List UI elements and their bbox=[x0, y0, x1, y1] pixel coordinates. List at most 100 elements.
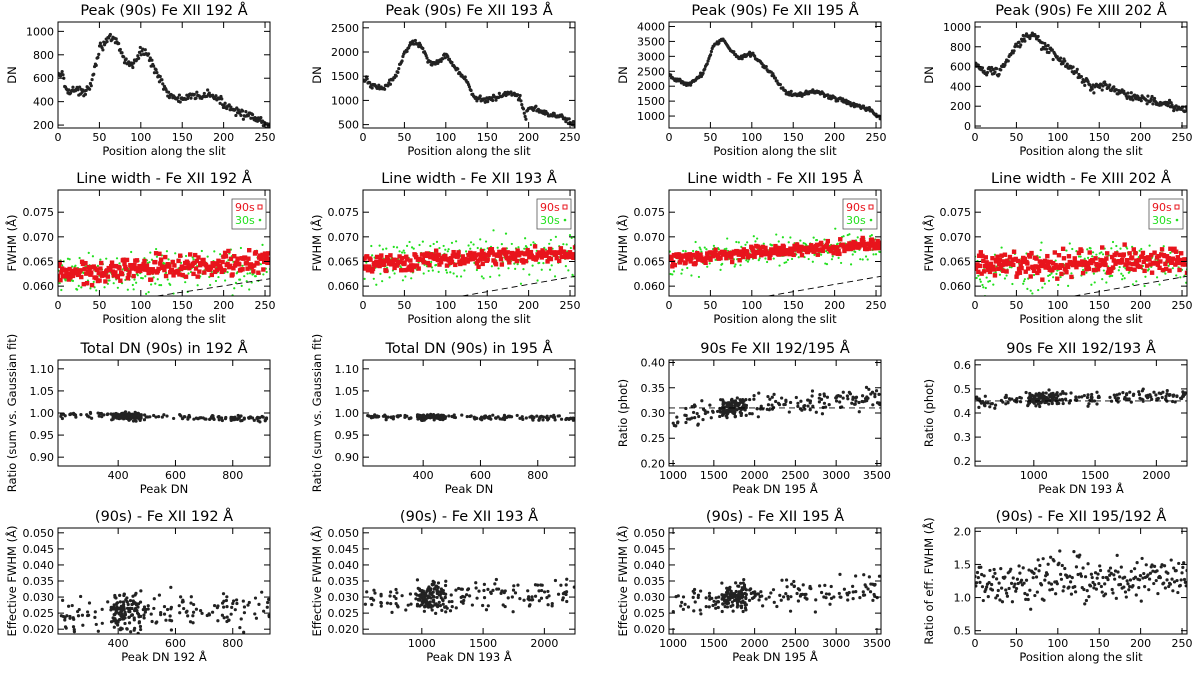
x-axis-label: Peak DN 193 Å bbox=[426, 649, 512, 664]
data-point-peak bbox=[411, 39, 415, 43]
data-point-eff bbox=[72, 617, 76, 621]
data-point-ratio bbox=[181, 416, 185, 420]
data-point-90s bbox=[988, 261, 993, 267]
data-point-90s bbox=[455, 254, 460, 259]
data-point-eff bbox=[136, 631, 140, 634]
data-point-30s bbox=[1056, 269, 1059, 272]
data-point-ratio bbox=[433, 416, 437, 420]
x-tick-label: 250 bbox=[1172, 131, 1193, 144]
data-point-90s bbox=[264, 255, 269, 260]
x-tick-label: 200 bbox=[518, 131, 539, 144]
data-point-ratio bbox=[690, 404, 694, 409]
data-point-30s bbox=[1057, 283, 1060, 287]
x-axis-label: Peak DN 192 Å bbox=[121, 649, 207, 664]
data-point-peak bbox=[522, 111, 526, 115]
data-point-peak bbox=[976, 63, 980, 67]
data-point-30s bbox=[523, 247, 526, 250]
data-point-peak bbox=[1006, 59, 1010, 63]
x-tick-label: 100 bbox=[130, 131, 151, 144]
data-point-ratio bbox=[515, 413, 519, 418]
data-point-30s bbox=[365, 261, 368, 264]
data-point-90s bbox=[449, 259, 455, 265]
x-tick-label: 400 bbox=[108, 637, 129, 650]
data-point-eff bbox=[527, 598, 531, 602]
data-point-30s bbox=[757, 259, 760, 262]
data-point-peak bbox=[1092, 91, 1096, 95]
data-point-peak bbox=[1151, 102, 1155, 106]
data-point-eff bbox=[257, 602, 261, 606]
data-point-90s bbox=[997, 258, 1003, 263]
data-point-90s bbox=[382, 258, 387, 264]
data-point-90s bbox=[688, 259, 693, 264]
data-point-peak bbox=[421, 46, 425, 51]
data-point-90s bbox=[444, 263, 450, 268]
data-point-ratio bbox=[752, 393, 756, 398]
data-point-90s bbox=[831, 250, 836, 256]
data-point-ratio bbox=[733, 403, 737, 408]
data-point-peak bbox=[469, 88, 473, 93]
data-point-30s bbox=[444, 248, 447, 251]
data-point-90s bbox=[477, 252, 482, 257]
data-point-90s bbox=[679, 256, 684, 262]
data-point-90s bbox=[1169, 260, 1175, 265]
data-point-peak bbox=[368, 80, 372, 85]
data-point-30s bbox=[998, 273, 1002, 276]
data-point-30s bbox=[697, 275, 701, 279]
data-point-ratio bbox=[873, 395, 877, 399]
data-point-peak bbox=[1079, 74, 1084, 79]
data-point-ratio bbox=[1165, 392, 1169, 396]
data-point-90s bbox=[521, 260, 526, 265]
data-point-ratio bbox=[864, 385, 869, 389]
data-point-30s bbox=[1179, 276, 1182, 279]
data-point-90s bbox=[232, 254, 237, 259]
data-point-ratio bbox=[851, 395, 855, 399]
data-point-90s bbox=[1173, 249, 1179, 254]
data-point-ratio bbox=[551, 415, 555, 419]
data-point-eff bbox=[226, 618, 231, 622]
data-point-30s bbox=[378, 244, 381, 247]
data-point-peak bbox=[1019, 43, 1023, 47]
data-point-90s bbox=[814, 242, 820, 248]
data-point-ratio bbox=[450, 414, 454, 419]
data-point-ratio bbox=[231, 415, 235, 420]
data-point-90s bbox=[476, 264, 481, 269]
data-point-ratio bbox=[1095, 390, 1099, 394]
data-point-30s bbox=[463, 269, 466, 272]
data-point-peak bbox=[989, 69, 993, 73]
data-point-ratio bbox=[810, 394, 814, 398]
data-point-eff bbox=[130, 606, 134, 611]
data-point-ratio bbox=[152, 413, 156, 418]
data-point-90s bbox=[1178, 251, 1184, 256]
data-point-30s bbox=[469, 241, 473, 244]
x-axis-label: Peak DN 193 Å bbox=[1038, 481, 1124, 496]
data-point-eff bbox=[530, 595, 534, 599]
data-point-30s bbox=[528, 273, 531, 276]
data-point-30s bbox=[1100, 251, 1103, 254]
data-point-eff bbox=[495, 587, 499, 591]
data-point-eff bbox=[242, 611, 247, 615]
data-point-90s bbox=[144, 263, 150, 268]
data-point-eff bbox=[113, 595, 117, 599]
data-point-90s bbox=[67, 266, 72, 272]
data-point-90s bbox=[776, 252, 781, 257]
data-point-30s bbox=[248, 288, 251, 291]
data-point-90s bbox=[377, 263, 382, 269]
data-point-30s bbox=[452, 272, 455, 275]
data-point-peak bbox=[706, 59, 710, 63]
data-point-30s bbox=[130, 250, 133, 254]
x-tick-label: 200 bbox=[824, 299, 845, 312]
data-point-eff bbox=[194, 607, 199, 611]
legend-label-90s: 90s bbox=[1152, 201, 1172, 214]
legend-marker-90s bbox=[257, 204, 263, 210]
data-point-eff bbox=[157, 593, 162, 597]
data-point-90s bbox=[768, 252, 773, 257]
data-point-90s bbox=[1057, 265, 1062, 271]
data-point-90s bbox=[1038, 263, 1043, 269]
data-point-30s bbox=[217, 275, 220, 279]
data-point-eff bbox=[550, 602, 554, 606]
legend-box bbox=[536, 198, 572, 230]
data-point-30s bbox=[725, 247, 728, 250]
data-point-eff bbox=[113, 607, 118, 611]
data-point-peak bbox=[377, 83, 381, 87]
plot-frame bbox=[362, 21, 576, 129]
